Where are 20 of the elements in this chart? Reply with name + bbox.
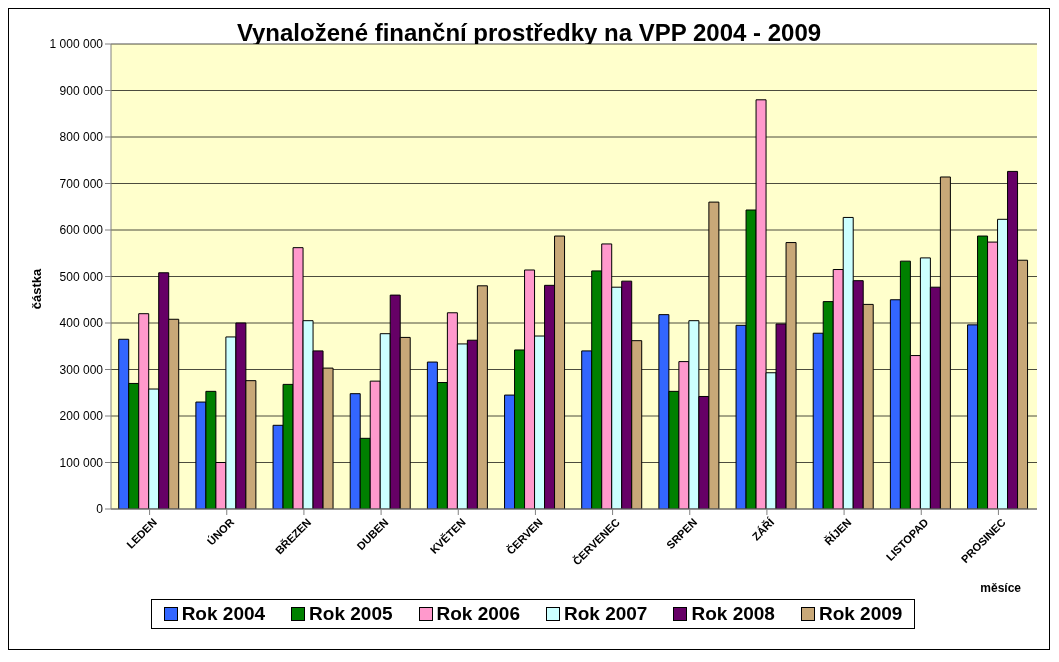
y-tick-label: 700 000: [59, 176, 104, 191]
legend-label: Rok 2008: [690, 603, 775, 625]
legend-label: Rok 2006: [435, 603, 520, 625]
y-tick-label: 400 000: [59, 316, 104, 331]
y-tick-label: 800 000: [59, 130, 104, 145]
x-axis-title: měsíce: [980, 581, 1021, 595]
y-tick-label: 100 000: [59, 455, 104, 470]
y-tick-label: 0: [96, 502, 104, 517]
legend-label: Rok 2004: [180, 603, 266, 625]
legend-label: Rok 2005: [308, 603, 393, 625]
y-tick-label: 200 000: [59, 409, 104, 424]
legend-label: Rok 2009: [817, 603, 903, 625]
chart-title: Vynaložené finanční prostředky na VPP 2004 - 2009: [236, 19, 822, 46]
y-tick-label: 600 000: [59, 223, 104, 238]
y-tick-label: 900 000: [59, 83, 104, 98]
y-axis-title: částka: [29, 267, 45, 312]
y-tick-label: 500 000: [59, 269, 104, 284]
y-tick-label: 1 000 000: [49, 37, 104, 52]
y-tick-label: 300 000: [59, 362, 104, 377]
legend-label: Rok 2007: [563, 603, 648, 625]
